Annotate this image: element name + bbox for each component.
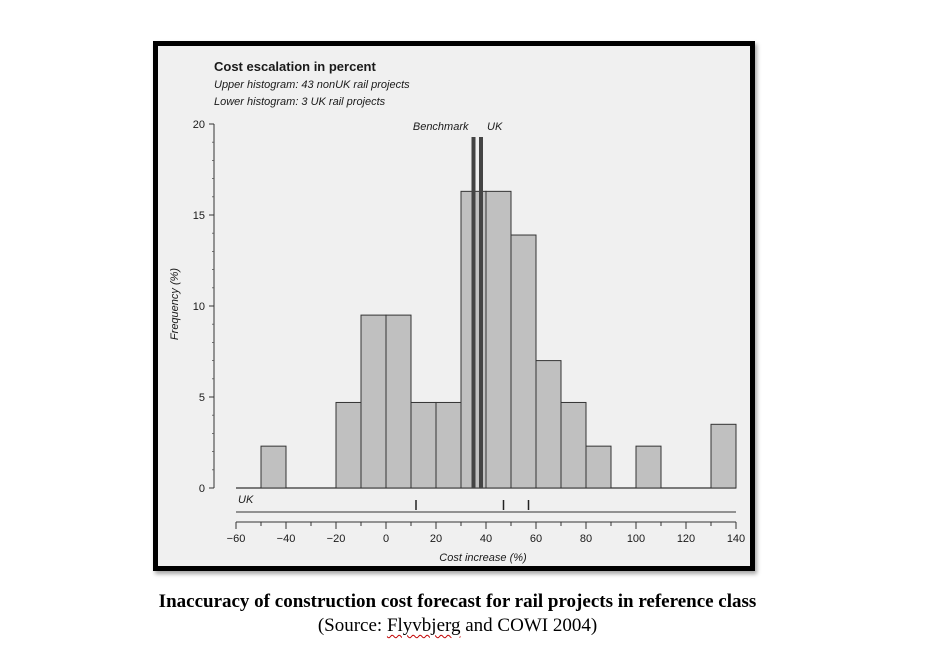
histogram-bar (360, 314, 387, 489)
chart-subtitle-upper: Upper histogram: 43 nonUK rail projects (214, 79, 410, 91)
x-tick-label: 120 (677, 533, 695, 545)
caption-source-prefix: (Source: (317, 615, 387, 636)
uk-histogram-label: UK (238, 494, 254, 506)
histogram-bar (585, 445, 612, 489)
x-tick-label: 60 (530, 533, 542, 545)
x-tick-label: 140 (727, 533, 745, 545)
x-tick-label: 40 (480, 533, 492, 545)
x-tick-label: −40 (277, 533, 296, 545)
y-axis-label: Frequency (%) (169, 268, 181, 340)
y-tick-label: 0 (199, 483, 205, 495)
caption-source-suffix: and COWI 2004) (460, 615, 598, 636)
caption-source-name: Flyvbjerg (386, 615, 461, 636)
y-tick-label: 15 (193, 210, 205, 222)
histogram-bar (260, 445, 287, 489)
chart-subtitle-lower: Lower histogram: 3 UK rail projects (214, 96, 386, 108)
histogram-bar (560, 401, 587, 489)
figure-caption: Inaccuracy of construction cost forecast… (0, 590, 915, 638)
x-tick-label: −60 (227, 533, 246, 545)
histogram-bar (435, 401, 462, 489)
caption-source: (Source: Flyvbjerg and COWI 2004) (0, 614, 915, 638)
y-tick-label: 5 (199, 392, 205, 404)
caption-title: Inaccuracy of construction cost forecast… (158, 591, 757, 612)
histogram-bar (485, 190, 512, 489)
histogram-bar (335, 401, 362, 489)
histogram-bar (410, 401, 437, 489)
marker-label: UK (487, 121, 503, 133)
x-tick-label: 20 (430, 533, 442, 545)
histogram-bar (710, 423, 737, 489)
x-axis-label: Cost increase (%) (439, 552, 527, 564)
chart-frame: Cost escalation in percent Upper histogr… (153, 41, 755, 571)
histogram-bar (510, 234, 537, 489)
marker-label: Benchmark (413, 121, 469, 133)
marker-line (479, 137, 483, 488)
x-tick-label: 0 (383, 533, 389, 545)
histogram-chart: Cost escalation in percent Upper histogr… (169, 59, 745, 564)
y-tick-label: 10 (193, 301, 205, 313)
x-tick-label: −20 (327, 533, 346, 545)
y-tick-label: 20 (193, 119, 205, 131)
x-tick-label: 100 (627, 533, 645, 545)
histogram-bar (635, 445, 662, 489)
marker-line (471, 137, 476, 488)
chart-title: Cost escalation in percent (214, 59, 376, 74)
histogram-bar (535, 360, 562, 489)
x-tick-label: 80 (580, 533, 592, 545)
histogram-bar (385, 314, 412, 489)
